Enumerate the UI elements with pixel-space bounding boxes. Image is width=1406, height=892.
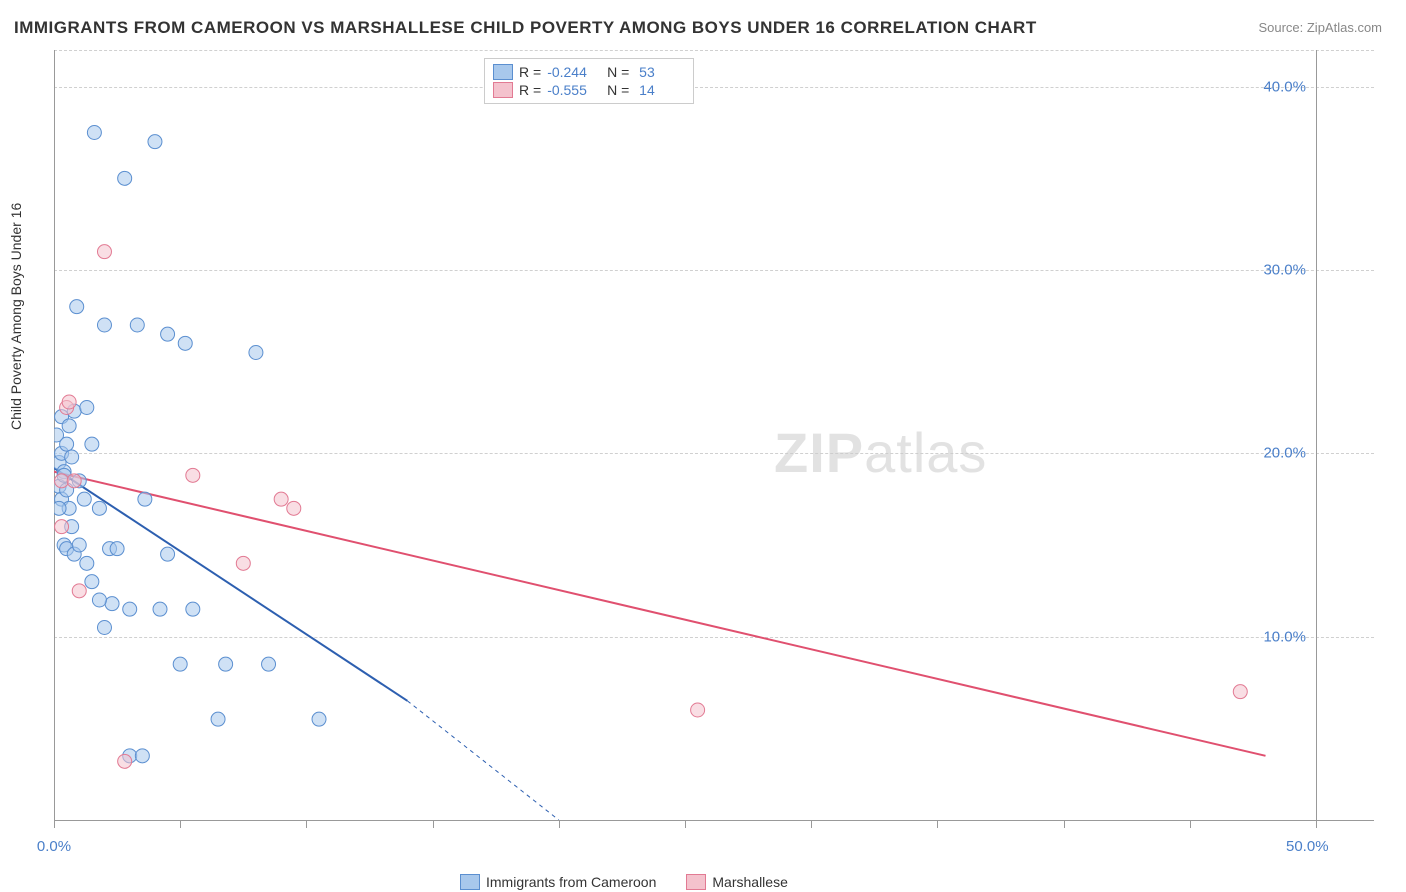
data-point xyxy=(62,419,76,433)
data-point xyxy=(118,754,132,768)
data-point xyxy=(110,542,124,556)
x-tick-label: 0.0% xyxy=(37,838,71,855)
data-point xyxy=(274,492,288,506)
x-tick xyxy=(685,820,686,828)
data-point xyxy=(178,336,192,350)
data-point xyxy=(55,520,69,534)
data-point xyxy=(60,437,74,451)
n-value: 14 xyxy=(635,82,685,98)
x-tick xyxy=(1316,820,1317,828)
series-legend: Immigrants from Cameroon Marshallese xyxy=(460,874,788,890)
x-axis-line xyxy=(54,820,1374,821)
source-label: Source: ZipAtlas.com xyxy=(1258,20,1382,35)
x-tick xyxy=(180,820,181,828)
legend-row: R = -0.555 N = 14 xyxy=(493,81,685,99)
x-tick xyxy=(559,820,560,828)
data-point xyxy=(80,556,94,570)
data-point xyxy=(1233,685,1247,699)
data-point xyxy=(87,126,101,140)
legend-label: Immigrants from Cameroon xyxy=(486,874,656,890)
data-point xyxy=(153,602,167,616)
data-point xyxy=(211,712,225,726)
legend-swatch xyxy=(493,82,513,98)
legend-item: Marshallese xyxy=(686,874,787,890)
data-point xyxy=(97,245,111,259)
data-point xyxy=(72,538,86,552)
x-tick xyxy=(1190,820,1191,828)
data-point xyxy=(262,657,276,671)
chart-title: IMMIGRANTS FROM CAMEROON VS MARSHALLESE … xyxy=(14,18,1037,38)
data-point xyxy=(105,597,119,611)
data-point xyxy=(236,556,250,570)
data-point xyxy=(97,318,111,332)
data-point xyxy=(249,346,263,360)
data-point xyxy=(161,327,175,341)
r-label: R = xyxy=(519,82,541,98)
data-point xyxy=(54,501,66,515)
y-tick-label: 20.0% xyxy=(1263,445,1306,462)
n-label: N = xyxy=(603,82,629,98)
data-point xyxy=(312,712,326,726)
data-point xyxy=(161,547,175,561)
legend-swatch xyxy=(460,874,480,890)
data-point xyxy=(138,492,152,506)
data-point xyxy=(85,437,99,451)
legend-row: R = -0.244 N = 53 xyxy=(493,63,685,81)
legend-item: Immigrants from Cameroon xyxy=(460,874,656,890)
trend-line xyxy=(54,472,1266,756)
x-tick xyxy=(306,820,307,828)
n-value: 53 xyxy=(635,64,685,80)
legend-label: Marshallese xyxy=(712,874,787,890)
data-point xyxy=(85,575,99,589)
data-point xyxy=(118,171,132,185)
legend-swatch xyxy=(686,874,706,890)
chart-area: ZIPatlas R = -0.244 N = 53 R = -0.555 N … xyxy=(54,50,1374,820)
legend-swatch xyxy=(493,64,513,80)
r-label: R = xyxy=(519,64,541,80)
x-tick xyxy=(937,820,938,828)
data-point xyxy=(130,318,144,332)
x-tick xyxy=(54,820,55,828)
data-point xyxy=(67,474,81,488)
data-point xyxy=(186,468,200,482)
x-tick xyxy=(1064,820,1065,828)
data-point xyxy=(148,135,162,149)
data-point xyxy=(287,501,301,515)
data-point xyxy=(219,657,233,671)
data-point xyxy=(186,602,200,616)
data-point xyxy=(135,749,149,763)
data-point xyxy=(77,492,91,506)
x-tick-label: 50.0% xyxy=(1286,838,1329,855)
data-point xyxy=(691,703,705,717)
x-tick xyxy=(433,820,434,828)
x-tick xyxy=(811,820,812,828)
data-point xyxy=(92,501,106,515)
data-point xyxy=(62,395,76,409)
data-point xyxy=(70,300,84,314)
r-value: -0.244 xyxy=(547,64,597,80)
r-value: -0.555 xyxy=(547,82,597,98)
trend-line-dash xyxy=(407,701,558,820)
data-point xyxy=(72,584,86,598)
data-point xyxy=(97,621,111,635)
y-tick-label: 40.0% xyxy=(1263,78,1306,95)
data-point xyxy=(173,657,187,671)
data-point xyxy=(55,474,69,488)
n-label: N = xyxy=(603,64,629,80)
y-tick-label: 30.0% xyxy=(1263,262,1306,279)
data-point xyxy=(123,602,137,616)
y-axis-label: Child Poverty Among Boys Under 16 xyxy=(8,203,24,430)
correlation-legend: R = -0.244 N = 53 R = -0.555 N = 14 xyxy=(484,58,694,104)
plot-svg xyxy=(54,50,1374,820)
data-point xyxy=(92,593,106,607)
data-point xyxy=(80,401,94,415)
data-point xyxy=(65,450,79,464)
y-tick-label: 10.0% xyxy=(1263,628,1306,645)
